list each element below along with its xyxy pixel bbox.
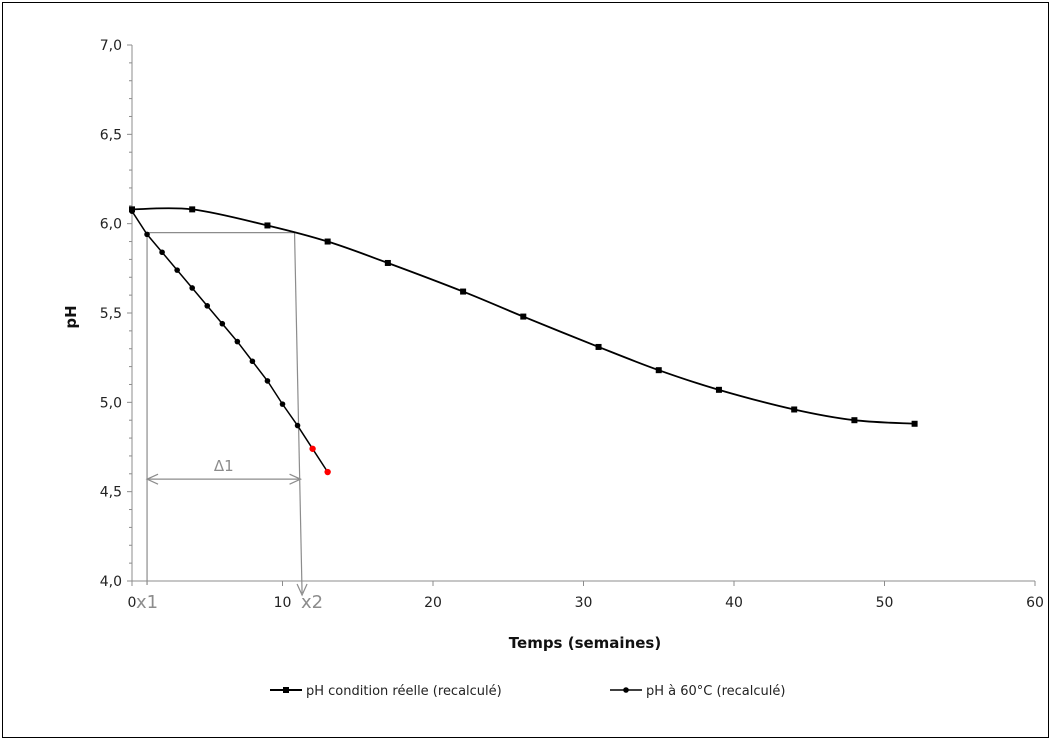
data-point-circle — [279, 401, 286, 407]
data-point-circle — [189, 285, 195, 291]
data-point-circle — [159, 249, 165, 256]
data-point-square — [264, 222, 271, 229]
data-point-square — [520, 313, 527, 320]
x2-drop-line — [293, 232, 303, 594]
x-tick-label: 60 — [1026, 595, 1044, 611]
x-tick-label: 10 — [274, 595, 292, 611]
legend-marker-circle — [623, 687, 629, 693]
data-point-square — [851, 417, 858, 424]
data-point-circle — [174, 267, 180, 273]
legend: pH condition réelle (recalculé) pH à 60°… — [270, 684, 785, 699]
x2-label: x2 — [301, 592, 323, 613]
data-point-circle — [234, 338, 241, 345]
legend-marker-square — [283, 687, 289, 693]
x-tick-label: 50 — [876, 595, 894, 611]
y-tick-label: 5,0 — [100, 395, 122, 411]
data-point-circle — [144, 231, 150, 238]
data-point-square — [460, 288, 467, 295]
delta-label: Δ1 — [214, 457, 234, 475]
legend-item-real: pH condition réelle (recalculé) — [270, 684, 502, 699]
data-point-square — [791, 406, 798, 413]
data-point-circle — [294, 422, 301, 429]
annotations: Δ1 x1 x2 — [136, 232, 323, 613]
axes: 4,0 4,5 5,0 5,5 6,0 6,5 7,0 0 10 20 30 40 50 60 — [100, 38, 1044, 611]
series-group — [129, 206, 918, 476]
legend-item-60c: pH à 60°C (recalculé) — [610, 684, 785, 699]
legend-label-60c: pH à 60°C (recalculé) — [646, 684, 785, 699]
y-tick-label: 6,0 — [100, 217, 122, 233]
data-point-square — [911, 420, 918, 427]
data-point-circle — [204, 303, 211, 309]
data-point-square — [384, 259, 391, 266]
x2-arrowhead — [296, 583, 308, 597]
y-tick-label: 6,5 — [100, 127, 122, 143]
x1-label: x1 — [136, 592, 158, 613]
data-point-highlighted — [309, 445, 316, 452]
x-axis-title: Temps (semaines) — [509, 634, 661, 652]
data-point-square — [595, 343, 602, 350]
data-point-square — [655, 367, 662, 374]
x-tick-label: 30 — [575, 595, 593, 611]
data-point-circle — [249, 358, 256, 365]
delta-arrowhead-left — [145, 473, 159, 485]
y-axis-title: pH — [62, 305, 80, 328]
data-point-highlighted — [324, 468, 331, 476]
y-tick-label: 4,5 — [100, 485, 122, 501]
data-point-square — [189, 206, 196, 213]
data-point-circle — [129, 208, 135, 214]
data-point-square — [324, 238, 331, 245]
y-tick-label: 7,0 — [100, 38, 122, 54]
y-tick-label: 5,5 — [100, 306, 122, 322]
x-tick-label: 40 — [725, 595, 743, 611]
delta-arrowhead-right — [289, 473, 303, 485]
data-point-square — [715, 386, 722, 393]
data-point-circle — [219, 320, 226, 327]
series-line-1 — [131, 210, 329, 473]
x-tick-label: 0 — [128, 595, 137, 611]
y-tick-label: 4,0 — [100, 574, 122, 590]
x-tick-label: 20 — [424, 595, 442, 611]
legend-label-real: pH condition réelle (recalculé) — [306, 684, 502, 699]
data-point-circle — [264, 378, 271, 384]
